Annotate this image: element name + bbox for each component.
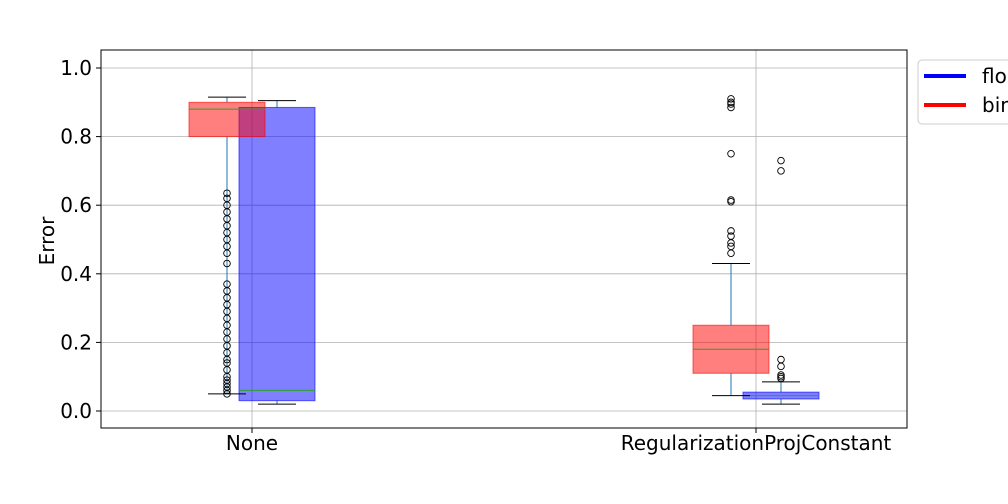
outlier-point xyxy=(777,355,785,364)
y-axis-label: Error xyxy=(35,216,59,266)
x-tick-label: None xyxy=(226,431,278,455)
series-boxes xyxy=(238,100,820,405)
outlier-point xyxy=(223,259,231,268)
box-group xyxy=(188,96,266,398)
plot-frame xyxy=(100,49,908,429)
outlier-point xyxy=(223,189,231,197)
outlier-point xyxy=(727,103,735,112)
outlier-point xyxy=(223,359,231,367)
y-tick-label: 0.8 xyxy=(60,125,92,149)
outlier-point xyxy=(777,371,785,379)
y-tick-label: 0.0 xyxy=(60,399,92,423)
y-tick-label: 0.6 xyxy=(60,193,92,217)
outlier-point xyxy=(727,242,735,251)
outlier-point xyxy=(223,280,231,288)
outlier-point xyxy=(777,167,785,175)
series-boxes xyxy=(188,95,770,398)
outlier-point xyxy=(223,194,231,203)
outlier-point xyxy=(777,156,785,165)
outlier-point xyxy=(223,376,231,384)
boxes-layer xyxy=(188,95,820,405)
box-iqr xyxy=(238,106,316,402)
outlier-point xyxy=(727,232,735,240)
axes-layer: 0.0 0.2 0.4 0.6 0.8 1.0 None RegularizationProj… xyxy=(60,56,891,455)
legend: floa bin xyxy=(917,59,1008,125)
box-iqr xyxy=(188,101,266,138)
legend-label: bin xyxy=(982,93,1008,117)
legend-label: floa xyxy=(982,64,1008,88)
box-group xyxy=(238,100,316,405)
outlier-point xyxy=(777,362,785,371)
outlier-point xyxy=(727,249,735,257)
outlier-point xyxy=(727,98,735,107)
y-tick-label: 1.0 xyxy=(60,56,92,80)
outlier-point xyxy=(727,227,735,235)
outlier-point xyxy=(727,196,735,204)
outlier-point xyxy=(727,149,735,158)
y-tick-label: 0.4 xyxy=(60,262,92,286)
outlier-point xyxy=(727,95,735,103)
y-tick-label: 0.2 xyxy=(60,330,92,354)
x-tick-label: RegularizationProjConstant xyxy=(621,431,892,455)
box-group xyxy=(692,95,770,397)
